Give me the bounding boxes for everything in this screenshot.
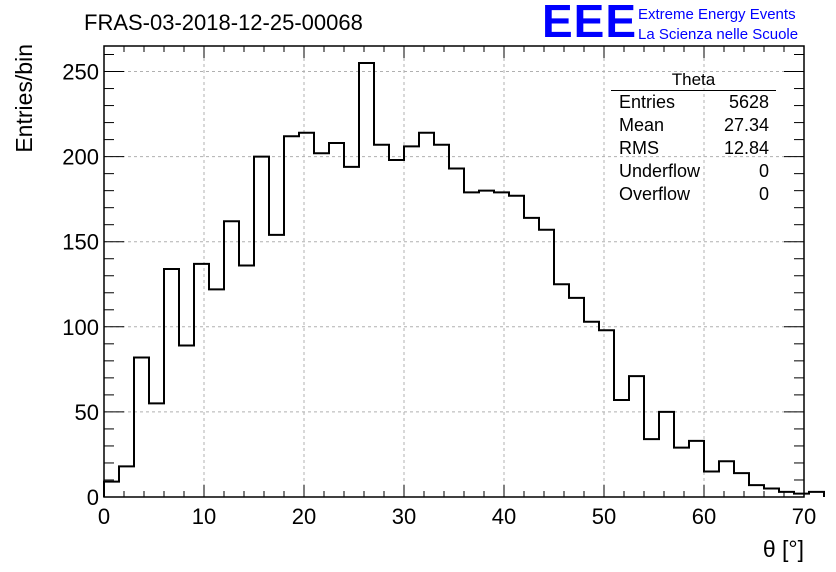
y-tick-label: 200: [62, 145, 99, 170]
histogram-bin: [554, 284, 569, 497]
histogram-bin: [704, 471, 719, 497]
histogram-bin: [584, 322, 599, 497]
histogram-bin: [509, 196, 524, 497]
histogram: [103, 62, 825, 497]
tick-labels: 0 10 20 30 40 50 60 70 0 50 100 150 200 250: [62, 60, 816, 529]
histogram-outline: [103, 62, 825, 497]
histogram-bin: [644, 439, 659, 497]
histogram-bin: [209, 289, 224, 497]
stats-label: Underflow: [619, 161, 701, 181]
histogram-bin: [479, 191, 494, 497]
x-axis-label: θ [°]: [763, 536, 804, 562]
histogram-bin: [464, 192, 479, 497]
x-tick-label: 20: [292, 504, 316, 529]
stats-value: 0: [758, 184, 769, 204]
x-tick-label: 40: [492, 504, 516, 529]
histogram-bin: [134, 357, 149, 497]
histogram-bin: [119, 466, 134, 497]
stats-label: RMS: [619, 138, 659, 158]
histogram-bin: [359, 63, 374, 497]
histogram-bin: [434, 145, 449, 497]
x-tick-label: 70: [792, 504, 816, 529]
histogram-bin: [149, 403, 164, 497]
stats-value: 12.84: [723, 138, 769, 158]
histogram-bin: [689, 441, 704, 497]
histogram-bin: [539, 230, 554, 497]
histogram-bin: [719, 461, 734, 497]
histogram-bin: [524, 218, 539, 497]
histogram-bin: [164, 269, 179, 497]
histogram-bin: [734, 473, 749, 497]
histogram-bin: [194, 264, 209, 497]
histogram-bin: [629, 376, 644, 497]
y-tick-label: 50: [75, 400, 99, 425]
histogram-bin: [344, 167, 359, 497]
histogram-bin: [749, 485, 764, 497]
histogram-bin: [404, 146, 419, 497]
histogram-bin: [389, 160, 404, 497]
histogram-bin: [329, 143, 344, 497]
stats-value: 27.34: [723, 115, 769, 135]
grid: [104, 46, 804, 497]
x-tick-label: 50: [592, 504, 616, 529]
histogram-bin: [614, 400, 629, 497]
histogram-bin: [374, 145, 389, 497]
axes: [103, 45, 805, 498]
histogram-bin: [269, 235, 284, 497]
histogram-bin: [224, 221, 239, 497]
y-axis-label: Entries/bin: [11, 44, 37, 153]
y-tick-label: 250: [62, 60, 99, 85]
histogram-bin: [299, 133, 314, 497]
x-tick-label: 10: [192, 504, 216, 529]
stats-header: Theta: [671, 70, 716, 89]
histogram-bin: [449, 169, 464, 497]
logo-subtitle-2: La Scienza nelle Scuole: [638, 26, 799, 43]
eee-logo-text: EEE: [542, 0, 638, 47]
chart-title: FRAS-03-2018-12-25-00068: [84, 10, 363, 35]
histogram-bin: [314, 153, 329, 497]
stats-label: Mean: [619, 115, 665, 135]
y-tick-label: 100: [62, 315, 99, 340]
y-tick-label: 0: [87, 485, 99, 510]
stats-value: 5628: [728, 92, 769, 112]
histogram-bin: [239, 266, 254, 497]
histogram-bin: [284, 136, 299, 497]
x-tick-label: 0: [98, 504, 110, 529]
histogram-bin: [104, 482, 119, 497]
stats-divider: [611, 90, 776, 91]
histogram-bin: [179, 346, 194, 497]
plot-frame: [103, 45, 805, 498]
stats-label: Entries: [619, 92, 676, 112]
histogram-bin: [569, 298, 584, 497]
y-tick-label: 150: [62, 230, 99, 255]
histogram-bin: [674, 448, 689, 497]
histogram-bin: [494, 192, 509, 497]
histogram-bin: [599, 330, 614, 497]
stats-value: 0: [758, 161, 769, 181]
x-tick-label: 30: [392, 504, 416, 529]
histogram-bin: [659, 412, 674, 497]
x-tick-label: 60: [692, 504, 716, 529]
histogram-bin: [419, 133, 434, 497]
stats-label: Overflow: [619, 184, 691, 204]
histogram-bin: [764, 488, 779, 497]
logo-subtitle-1: Extreme Energy Events: [638, 6, 796, 23]
